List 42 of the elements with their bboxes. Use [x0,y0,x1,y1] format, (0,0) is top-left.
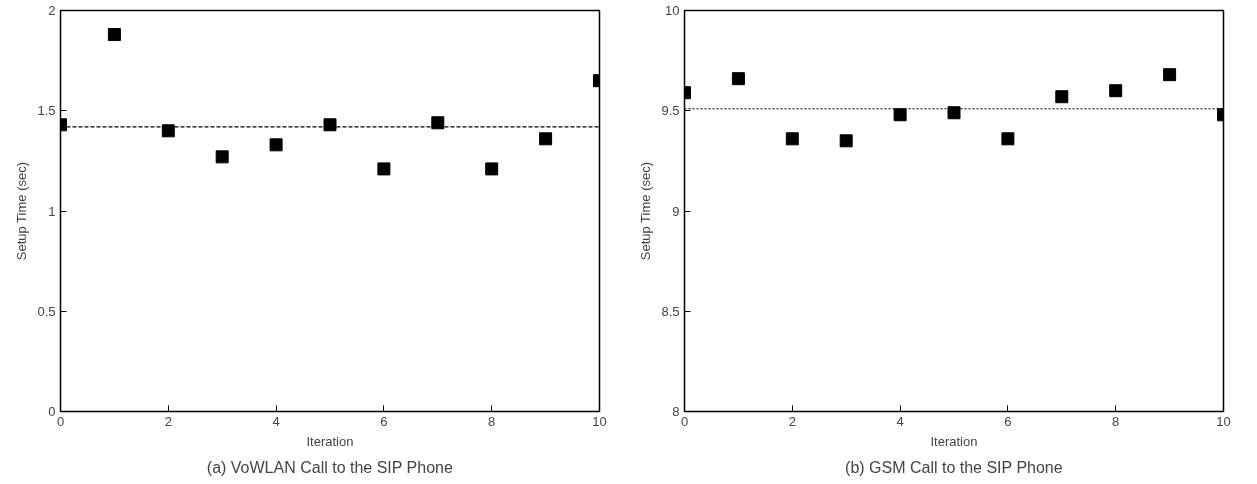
point [377,162,391,176]
y-tick-label: 9 [672,203,680,219]
y-tick-label: 10 [665,3,680,18]
y-tick-label: 2 [48,3,56,18]
point [1109,84,1123,98]
point [1055,90,1069,104]
x-tick-label: 4 [896,413,904,429]
x-axis-title: Iteration [930,433,978,449]
x-tick-label: 6 [380,413,388,429]
text: (a) VoWLAN Call to the SIP Phone [206,458,453,476]
point [731,72,745,86]
y-axis-title: Setup Time (sec) [638,161,654,261]
y-tick-label: 8.5 [661,303,680,319]
point [947,106,961,120]
text: (b) GSM Call to the SIP Phone [845,458,1063,476]
y-tick-label: 1.5 [37,103,56,119]
x-tick-label: 8 [488,413,496,429]
point [785,132,799,146]
point [539,132,553,146]
x-tick-label: 4 [272,413,280,429]
point [107,28,121,42]
x-tick-label: 2 [164,413,172,429]
x-tick-label: 8 [1112,413,1120,429]
point [215,150,229,164]
point [323,118,337,132]
x-tick-label: 10 [1216,413,1231,429]
x-axis-title: Iteration [306,433,354,449]
point [161,124,175,138]
point [893,108,907,122]
y-axis-title: Setup Time (sec) [14,161,30,261]
point [1001,132,1015,146]
x-tick-label: 10 [592,413,607,429]
point [431,116,445,130]
point [269,138,283,152]
point [839,134,853,148]
x-tick-label: 6 [1004,413,1012,429]
point [1163,68,1177,82]
point [485,162,499,176]
y-tick-label: 9.5 [661,103,680,119]
x-tick-label: 2 [788,413,796,429]
y-tick-label: 1 [48,203,56,219]
y-tick-label: 0.5 [37,303,56,319]
